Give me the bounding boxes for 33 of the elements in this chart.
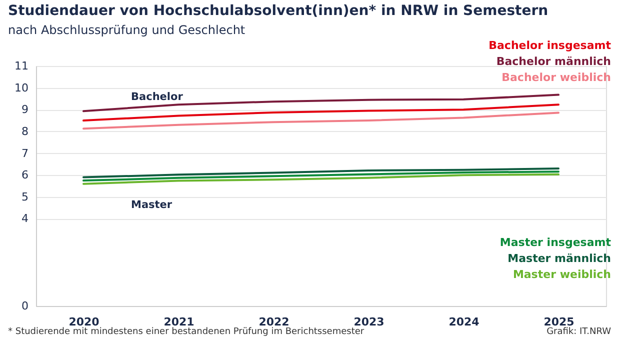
y-tick-label: 7 <box>22 146 28 160</box>
x-tick-label: 2023 <box>354 316 384 328</box>
y-tick-label: 5 <box>22 190 28 204</box>
text: Bachelor insgesamt <box>488 39 611 52</box>
x-tick-label: 2022 <box>258 316 290 328</box>
text: * Studierende mit mindestens einer bestandenen Prüfung im Berichtssemester <box>8 327 364 337</box>
line-series <box>82 112 560 130</box>
text: Master insgesamt <box>500 236 611 249</box>
annotation: Master <box>131 199 173 211</box>
x-tick-label: 2020 <box>68 316 100 328</box>
chart-title: Studiendauer von Hochschulabsolvent(inn)en* in NRW in Semestern <box>8 3 548 19</box>
line-series <box>82 94 560 112</box>
y-tick-label: 4 <box>22 212 28 226</box>
y-tick-label: 8 <box>22 124 28 138</box>
annotation: Bachelor <box>131 91 184 103</box>
chart-subtitle: nach Abschlussprüfung und Geschlecht <box>8 23 246 37</box>
y-tick-label: 9 <box>22 103 28 116</box>
x-tick-label: 2021 <box>164 316 194 328</box>
text: Bachelor männlich <box>496 55 611 68</box>
x-tick-label: 2025 <box>544 316 574 328</box>
text: Bachelor weiblich <box>502 71 611 84</box>
line-series <box>82 170 560 182</box>
y-tick-label: 6 <box>22 168 28 182</box>
line-series <box>82 104 560 122</box>
x-tick-label: 2024 <box>448 316 480 328</box>
y-tick-label: 10 <box>14 81 28 94</box>
y-tick-label: 11 <box>14 60 28 72</box>
line-series <box>82 173 560 185</box>
text: Master männlich <box>508 252 611 265</box>
text: Master weiblich <box>512 268 611 281</box>
y-tick-label: 0 <box>22 300 28 312</box>
text: Grafik: IT.NRW <box>546 327 612 337</box>
line-series <box>82 168 560 178</box>
